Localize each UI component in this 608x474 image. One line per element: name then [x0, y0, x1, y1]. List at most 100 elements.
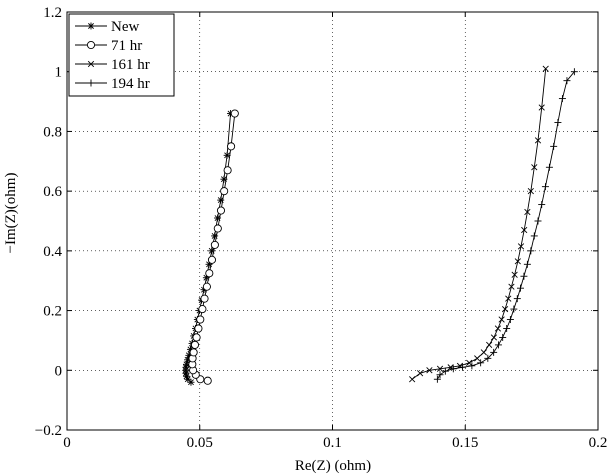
- data-point: [538, 201, 546, 209]
- data-point: [517, 243, 525, 250]
- data-point: [223, 151, 231, 159]
- legend-marker: [86, 40, 96, 50]
- data-point: [501, 305, 509, 313]
- data-point: [563, 77, 571, 85]
- data-point: [545, 163, 553, 171]
- data-point: [511, 271, 518, 278]
- legend-box: [68, 13, 175, 97]
- data-point: [534, 137, 542, 144]
- data-point: [516, 284, 524, 292]
- data-point: [210, 240, 219, 249]
- y-tick-label: −0.2: [35, 423, 62, 439]
- data-point: [530, 232, 538, 240]
- data-point: [494, 325, 502, 332]
- data-point: [459, 363, 467, 371]
- data-point: [474, 355, 481, 362]
- data-point: [486, 341, 493, 349]
- legend-entry: 71 hr: [75, 38, 142, 54]
- data-point: [550, 142, 558, 150]
- data-point: [558, 95, 566, 103]
- y-tick-label: 0.2: [43, 304, 62, 320]
- data-point: [514, 258, 521, 265]
- data-point: [521, 226, 528, 234]
- data-point: [468, 362, 476, 370]
- x-axis-label: Re(Z) (ohm): [295, 458, 371, 474]
- data-point: [510, 305, 518, 313]
- series-line: [411, 68, 547, 380]
- data-point: [527, 188, 534, 195]
- legend-marker: [87, 79, 95, 87]
- data-point: [227, 142, 236, 151]
- data-point: [554, 118, 562, 126]
- data-point: [484, 354, 492, 362]
- data-point: [207, 255, 217, 264]
- data-point: [505, 295, 512, 302]
- data-point: [426, 367, 433, 374]
- data-point: [449, 365, 457, 373]
- legend-entry: New: [75, 19, 139, 35]
- series-new: [182, 110, 235, 386]
- legend-entry: 161 hr: [75, 57, 150, 73]
- data-point: [223, 166, 232, 175]
- data-point: [198, 305, 207, 314]
- data-point: [534, 217, 542, 225]
- data-point: [203, 376, 212, 385]
- y-tick-label: 0.8: [43, 124, 62, 140]
- data-point: [508, 283, 515, 290]
- data-point: [538, 104, 545, 111]
- x-tick-label: 0.1: [323, 435, 342, 451]
- data-point: [506, 316, 514, 324]
- data-point: [490, 334, 498, 341]
- x-tick-label: 0.05: [187, 435, 213, 451]
- data-point: [477, 359, 485, 367]
- data-point: [216, 206, 226, 215]
- data-point: [433, 375, 441, 383]
- data-point: [220, 187, 229, 196]
- data-point: [523, 260, 531, 268]
- data-point: [213, 224, 222, 233]
- series-line: [436, 71, 575, 380]
- legend-marker: [87, 60, 95, 68]
- data-point: [409, 376, 416, 383]
- legend-label: 71 hr: [111, 38, 142, 54]
- data-point: [189, 348, 198, 357]
- series-161-hr: [409, 65, 549, 383]
- legend-label: 194 hr: [111, 76, 150, 92]
- data-point: [202, 282, 211, 291]
- data-point: [494, 341, 502, 349]
- data-point: [205, 269, 214, 278]
- legend-label: 161 hr: [111, 57, 150, 73]
- legend: New 71 hr 161 hr 194 hr: [68, 13, 175, 97]
- legend-entry: 194 hr: [75, 76, 150, 92]
- data-point: [541, 183, 549, 191]
- series-71-hr: [188, 109, 239, 385]
- x-tick-label: 0.15: [452, 435, 478, 451]
- data-point: [503, 324, 511, 332]
- data-series: [182, 65, 578, 386]
- plot-frame: [66, 11, 599, 431]
- data-point: [192, 333, 201, 342]
- data-point: [466, 359, 473, 366]
- data-point: [531, 164, 538, 171]
- legend-marker: [87, 22, 95, 30]
- data-point: [498, 316, 505, 323]
- data-point: [480, 349, 487, 356]
- data-point: [200, 294, 209, 303]
- y-axis-label: −Im(Z)(ohm): [3, 173, 19, 254]
- tick-labels: 0 0.05 0.1 0.15 0.2−0.200.20.40.60.811.2: [35, 5, 608, 451]
- data-point: [436, 365, 444, 372]
- y-tick-label: 1.2: [43, 5, 62, 21]
- x-tick-label: 0: [63, 435, 71, 451]
- data-point: [416, 370, 424, 377]
- data-point: [194, 324, 203, 333]
- data-point: [520, 272, 528, 280]
- x-tick-label: 0.2: [589, 435, 608, 451]
- data-point: [490, 348, 498, 356]
- data-point: [436, 371, 444, 379]
- data-point: [524, 208, 531, 216]
- data-point: [527, 247, 535, 255]
- data-point: [570, 68, 578, 76]
- data-point: [190, 340, 200, 349]
- y-tick-label: 0.4: [43, 244, 62, 260]
